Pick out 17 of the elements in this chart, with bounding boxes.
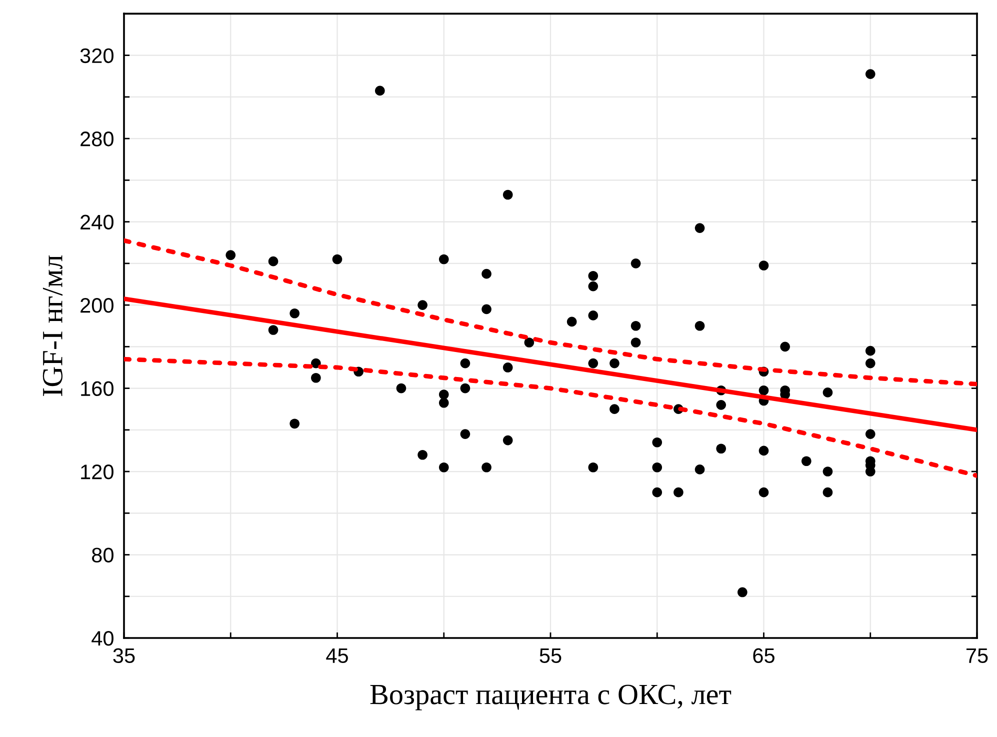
y-tick-label: 80 (92, 548, 114, 563)
y-tick-label: 40 (92, 631, 114, 646)
line-series (124, 356, 977, 478)
x-tick-label: 55 (540, 648, 562, 664)
x-axis-title: Возраст пациента с ОКС, лет (370, 684, 732, 710)
line-series (124, 238, 977, 386)
x-tick-label: 65 (753, 648, 774, 664)
y-tick-label: 240 (80, 214, 114, 230)
x-tick-label: 45 (326, 648, 348, 664)
x-tick-label: 75 (966, 648, 988, 664)
y-tick-label: 160 (81, 381, 114, 396)
y-tick-label: 120 (81, 464, 114, 480)
x-tick-label: 35 (113, 648, 135, 664)
y-axis-title: IGF-I нг/мл (42, 255, 62, 396)
y-tick-label: 320 (80, 48, 114, 64)
y-tick-label: 280 (80, 132, 114, 146)
y-tick-label: 200 (80, 298, 114, 313)
